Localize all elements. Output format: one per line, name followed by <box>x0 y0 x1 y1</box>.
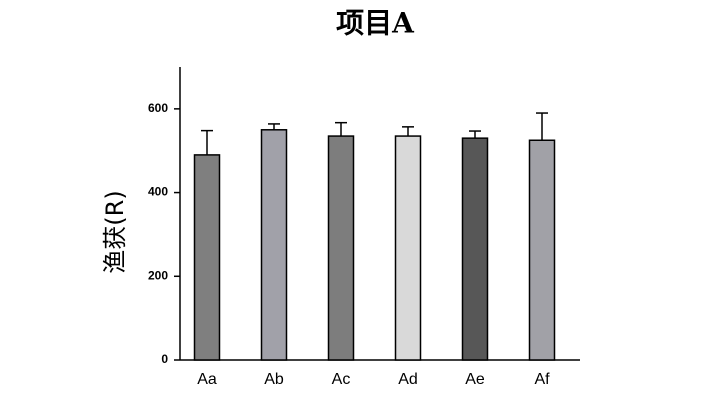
x-tick-label: Ac <box>332 371 351 388</box>
chart-title: 项目A <box>336 7 415 40</box>
bar <box>327 135 355 361</box>
x-tick-label: Ad <box>398 371 418 388</box>
y-tick-label: 400 <box>148 185 168 199</box>
x-tick-label: Ab <box>264 371 284 388</box>
y-axis-label: 渔获(R) <box>101 190 129 273</box>
bar <box>461 137 489 361</box>
x-tick-label: Ae <box>465 371 485 388</box>
x-tick-label: Af <box>534 371 550 388</box>
bar <box>394 135 422 361</box>
bar <box>528 139 556 361</box>
bar <box>260 129 288 361</box>
bar <box>193 154 221 361</box>
y-tick-label: 0 <box>161 352 168 366</box>
x-tick-label: Aa <box>197 371 217 388</box>
y-tick-label: 200 <box>148 268 168 282</box>
y-tick-label: 600 <box>148 101 168 115</box>
